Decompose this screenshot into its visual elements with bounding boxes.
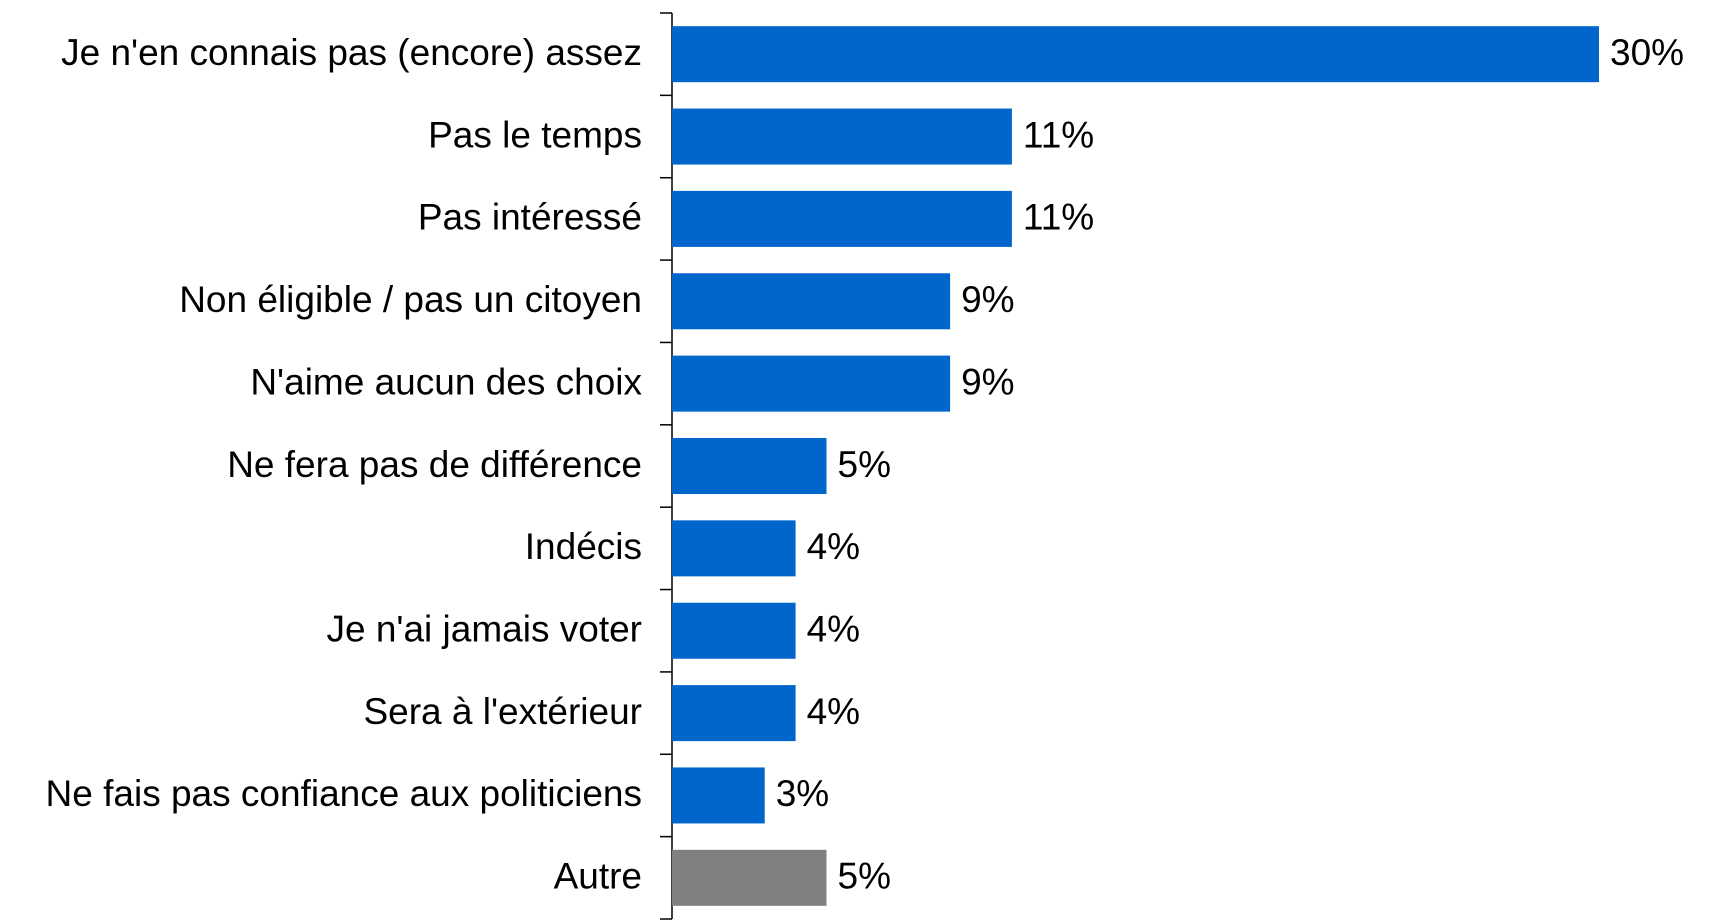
value-label: 11% [1023,114,1094,155]
category-label: Sera à l'extérieur [363,691,642,732]
bar [672,520,796,577]
category-label: Je n'en connais pas (encore) assez [61,32,642,73]
value-label: 9% [961,361,1014,402]
category-label: Non éligible / pas un citoyen [179,279,642,320]
value-label: 4% [807,609,860,650]
category-label: Pas intéressé [418,197,642,238]
value-label: 4% [807,691,860,732]
value-label: 11% [1023,197,1094,238]
value-label: 9% [961,279,1014,320]
bar [672,685,796,742]
bar [672,108,1012,165]
bar [672,190,1012,247]
category-label: N'aime aucun des choix [250,361,642,402]
value-label: 3% [776,773,829,814]
category-label: Je n'ai jamais voter [326,609,642,650]
category-label: Autre [554,856,642,897]
bar [672,437,827,495]
category-label: Ne fera pas de différence [227,444,642,485]
bar [672,849,827,906]
value-label: 5% [838,444,891,485]
category-label: Ne fais pas confiance aux politiciens [46,773,642,814]
bar [672,26,1599,83]
bar [672,273,951,330]
bar [672,355,951,412]
value-label: 30% [1610,32,1684,73]
value-label: 5% [838,856,891,897]
category-label: Pas le temps [428,114,642,155]
value-label: 4% [807,526,860,567]
bar [672,767,765,824]
category-label: Indécis [525,526,642,567]
bar [672,602,796,659]
